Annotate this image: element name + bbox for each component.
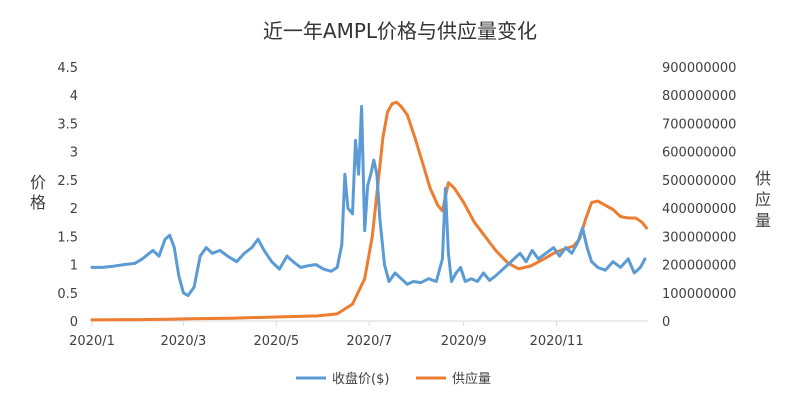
- y-left-title-char-2: 格: [30, 193, 46, 212]
- y-left-tick-label: 1.5: [57, 230, 78, 245]
- y-left-tick-label: 0: [70, 315, 78, 330]
- y-left-tick-label: 1: [70, 259, 78, 274]
- legend: 收盘价($) 供应量: [296, 371, 491, 387]
- y-left-tick-label: 4.5: [57, 61, 78, 76]
- y-right-tick-label: 200000000: [662, 259, 736, 274]
- y-left-title-char-1: 价: [30, 173, 46, 192]
- y-right-tick-label: 0: [662, 315, 670, 330]
- y-left-tick-label: 3.5: [57, 117, 78, 132]
- y-left-tick-label: 4: [70, 89, 78, 104]
- y-left-tick-label: 0.5: [57, 287, 78, 302]
- x-tick-label: 2020/3: [161, 334, 207, 349]
- y-right-tick-label: 300000000: [662, 230, 736, 245]
- y-left-tick-label: 2.5: [57, 174, 78, 189]
- y-right-title-char-1: 供: [755, 169, 771, 188]
- legend-label-supply: 供应量: [452, 371, 491, 387]
- series-line-close-price: [90, 105, 647, 298]
- y-axis-left-title: 价 格: [30, 173, 46, 212]
- y-left-tick-labels: 0 0.5 1 1.5 2 2.5 3 3.5 4 4.5: [57, 61, 78, 330]
- y-left-tick-label: 2: [70, 202, 78, 217]
- series-line-supply: [90, 100, 648, 322]
- y-right-tick-label: 900000000: [662, 61, 736, 76]
- y-right-tick-label: 800000000: [662, 89, 736, 104]
- x-tick-labels: 2020/1 2020/3 2020/5 2020/7 2020/9 2020/11: [69, 321, 584, 349]
- y-right-tick-label: 700000000: [662, 117, 736, 132]
- legend-label-close-price: 收盘价($): [332, 371, 389, 387]
- x-tick-label: 2020/5: [253, 334, 299, 349]
- chart-title: 近一年AMPL价格与供应量变化: [263, 19, 537, 43]
- y-axis-right-title: 供 应 量: [755, 169, 771, 230]
- y-right-tick-label: 100000000: [662, 287, 736, 302]
- y-right-title-char-2: 应: [755, 190, 771, 209]
- y-right-tick-label: 500000000: [662, 174, 736, 189]
- y-right-tick-label: 400000000: [662, 202, 736, 217]
- series-layer: [90, 100, 648, 322]
- x-tick-label: 2020/9: [441, 334, 487, 349]
- y-right-title-char-3: 量: [755, 211, 771, 230]
- x-tick-label: 2020/11: [530, 334, 584, 349]
- y-left-tick-label: 3: [70, 146, 78, 161]
- x-tick-label: 2020/1: [69, 334, 115, 349]
- y-right-tick-label: 600000000: [662, 146, 736, 161]
- y-right-tick-labels: 0 100000000 200000000 300000000 400000000 500…: [662, 61, 736, 330]
- x-tick-label: 2020/7: [346, 334, 392, 349]
